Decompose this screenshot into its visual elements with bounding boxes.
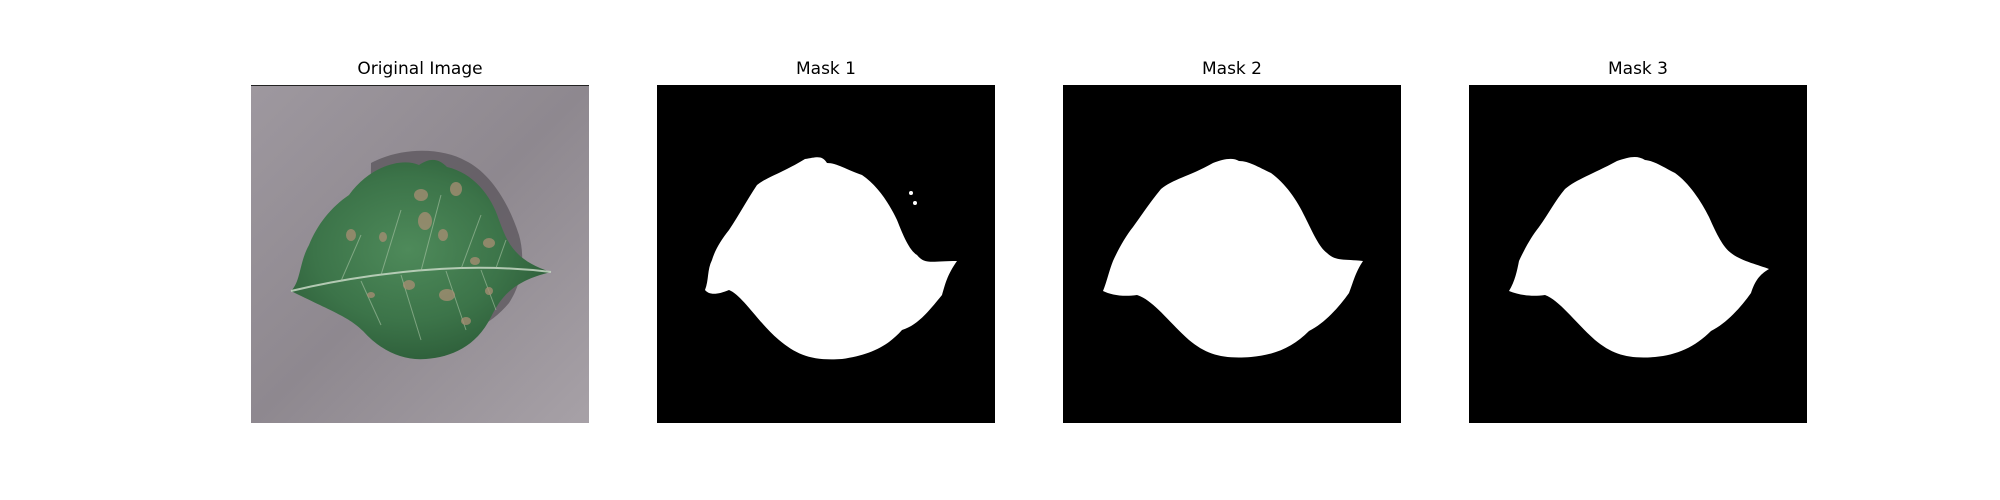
mask-1 (657, 85, 995, 423)
leaf-spots (346, 182, 495, 325)
panel-title-original-image: Original Image (357, 59, 483, 79)
mask-3-image (1469, 85, 1807, 423)
mask-1-image (657, 85, 995, 423)
leaf (291, 159, 551, 360)
mask-2 (1063, 85, 1401, 423)
mask-3-shape (1509, 157, 1769, 358)
leaf-veins (340, 194, 507, 341)
panel-title-mask-1: Mask 1 (795, 59, 856, 79)
mask-1-shape (705, 157, 957, 360)
mask-2-shape (1103, 158, 1363, 358)
mask-3 (1469, 85, 1807, 423)
leaf-photo (251, 85, 589, 423)
panel-title-mask-2: Mask 2 (1201, 59, 1262, 79)
mask-2-image (1063, 85, 1401, 423)
original-image (251, 85, 589, 423)
leaf-midrib (290, 266, 552, 292)
panel-title-mask-3: Mask 3 (1607, 59, 1668, 79)
